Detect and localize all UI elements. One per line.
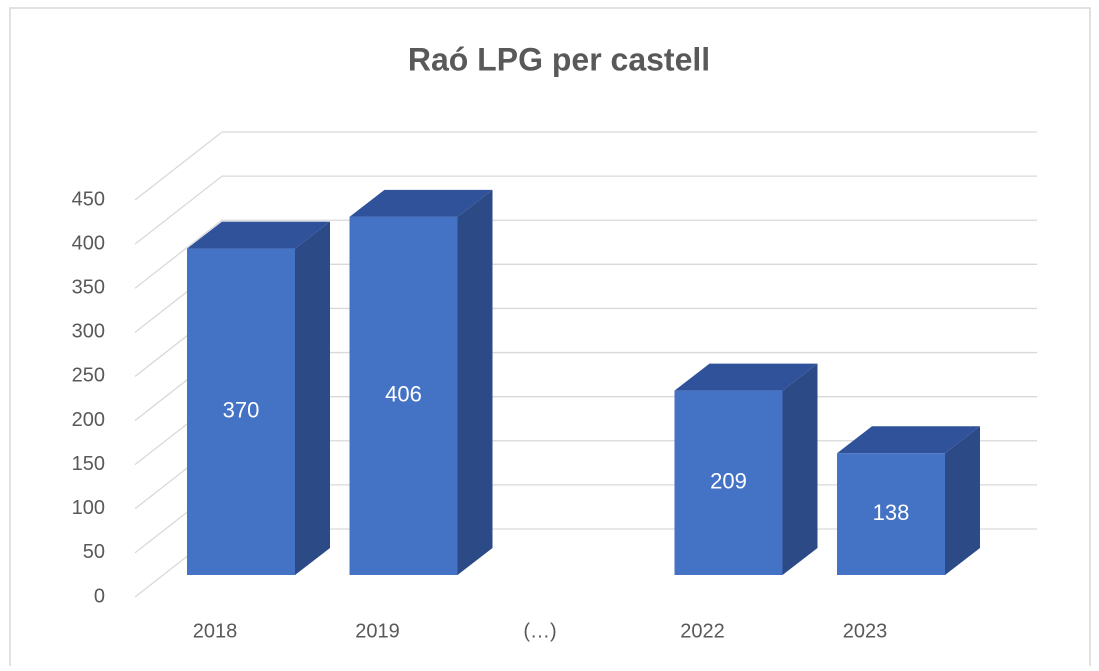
- bar-side: [457, 189, 493, 575]
- bar-top: [187, 221, 330, 249]
- grid-line: [134, 219, 1037, 289]
- data-label: 370: [223, 398, 260, 423]
- x-tick-label: 2019: [355, 620, 400, 642]
- y-tick-label: 250: [72, 365, 105, 387]
- y-tick-label: 50: [83, 541, 105, 563]
- y-tick-label: 100: [72, 497, 105, 519]
- bar: [187, 248, 295, 576]
- bar-side: [782, 363, 818, 575]
- bar: [674, 390, 783, 575]
- y-tick-label: 200: [72, 409, 105, 431]
- x-tick-label: 2022: [680, 620, 725, 642]
- y-tick-label: 400: [72, 232, 105, 254]
- data-label: 209: [710, 469, 747, 494]
- bar: [837, 453, 945, 575]
- bar-side: [945, 426, 980, 575]
- x-tick-label: (…): [523, 620, 556, 642]
- bar: [349, 216, 458, 575]
- bar-side: [295, 221, 330, 576]
- grid-line: [134, 131, 1037, 201]
- chart-title: Raó LPG per castell: [408, 41, 710, 77]
- data-label: 138: [873, 500, 910, 525]
- grid-line: [134, 175, 1037, 245]
- x-tick-label: 2023: [843, 620, 888, 642]
- bar-top: [837, 426, 980, 454]
- y-tick-label: 0: [94, 585, 105, 607]
- bar-top: [349, 189, 493, 217]
- x-tick-label: 2018: [193, 620, 238, 642]
- data-label: 406: [385, 382, 422, 407]
- y-tick-label: 300: [72, 321, 105, 343]
- y-tick-label: 450: [72, 188, 105, 210]
- y-tick-label: 150: [72, 453, 105, 475]
- bar-top: [674, 363, 818, 391]
- y-tick-label: 350: [72, 277, 105, 299]
